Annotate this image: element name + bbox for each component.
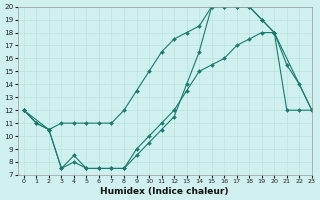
X-axis label: Humidex (Indice chaleur): Humidex (Indice chaleur): [100, 187, 229, 196]
